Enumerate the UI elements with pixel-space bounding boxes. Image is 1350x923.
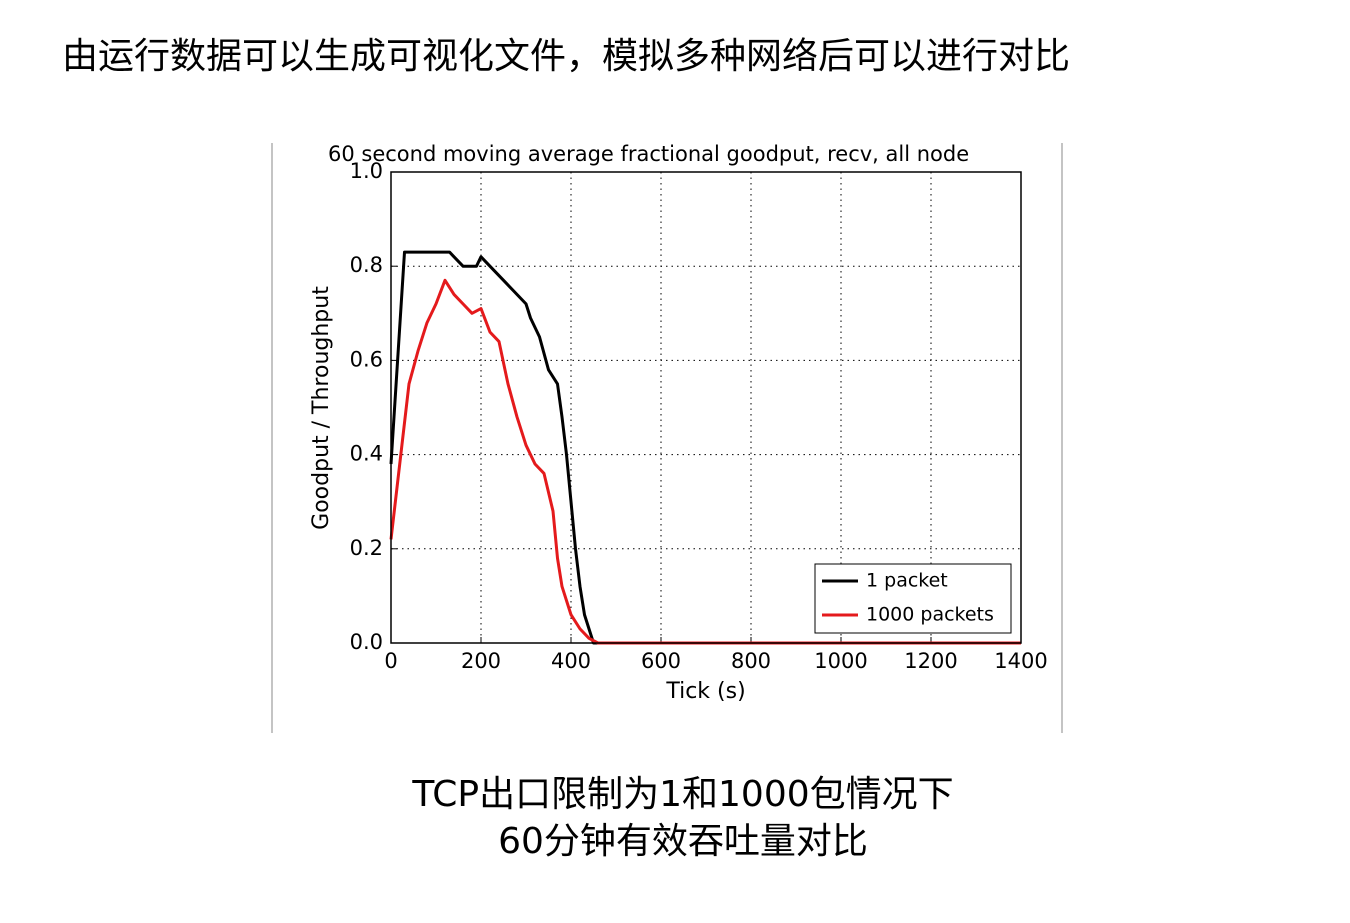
x-tick-label: 1400 (994, 649, 1047, 673)
slide-title: 由运行数据可以生成可视化文件，模拟多种网络后可以进行对比 (62, 36, 1070, 77)
x-tick-label: 0 (384, 649, 397, 673)
y-tick-label: 1.0 (350, 159, 383, 183)
y-axis-label: Goodput / Throughput (309, 286, 334, 530)
legend-box (814, 563, 1012, 634)
x-tick-label: 1200 (904, 649, 957, 673)
x-tick-label: 400 (551, 649, 591, 673)
x-tick-label: 200 (461, 649, 501, 673)
x-axis-label: Tick (s) (665, 679, 745, 704)
legend-label: 1000 packets (866, 604, 994, 626)
x-tick-label: 600 (641, 649, 681, 673)
x-tick-label: 800 (731, 649, 771, 673)
y-tick-label: 0.0 (350, 630, 383, 654)
caption-line: 60分钟有效吞吐量对比 (498, 821, 868, 862)
chart-title: 60 second moving average fractional good… (328, 142, 969, 166)
y-tick-label: 0.8 (350, 253, 383, 277)
y-tick-label: 0.2 (350, 536, 383, 560)
y-tick-label: 0.6 (350, 347, 383, 371)
caption-line: TCP出口限制为1和1000包情况下 (411, 774, 953, 815)
plot-frame (390, 171, 1022, 644)
data-line (389, 278, 1021, 645)
x-tick-label: 1000 (814, 649, 867, 673)
y-tick-label: 0.4 (350, 442, 383, 466)
legend-label: 1 packet (866, 570, 948, 592)
data-line (389, 250, 1021, 645)
